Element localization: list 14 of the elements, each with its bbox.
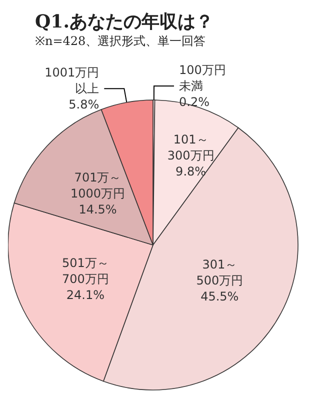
slice-label: 501万～700万円 [62,256,109,286]
chart-title: Q1.あなたの年収は？ [35,12,214,32]
chart-subtitle: ※n=428、選択形式、単一回答 [35,34,206,48]
data-label: 14.5% [78,202,117,217]
data-label: 0.2% [179,95,210,110]
data-label: 9.8% [176,164,206,178]
slice-label: 100万円未満 [179,63,226,94]
slice-label: 1001万円以上 [44,66,100,96]
data-label: 5.8% [68,98,100,112]
slice-label: 301～500万円 [196,257,244,288]
slice-label: 701万～1000万円 [70,170,126,201]
slice-label: 101～300万円 [167,132,214,162]
data-label: 45.5% [200,289,239,304]
data-label: 24.1% [66,288,105,302]
